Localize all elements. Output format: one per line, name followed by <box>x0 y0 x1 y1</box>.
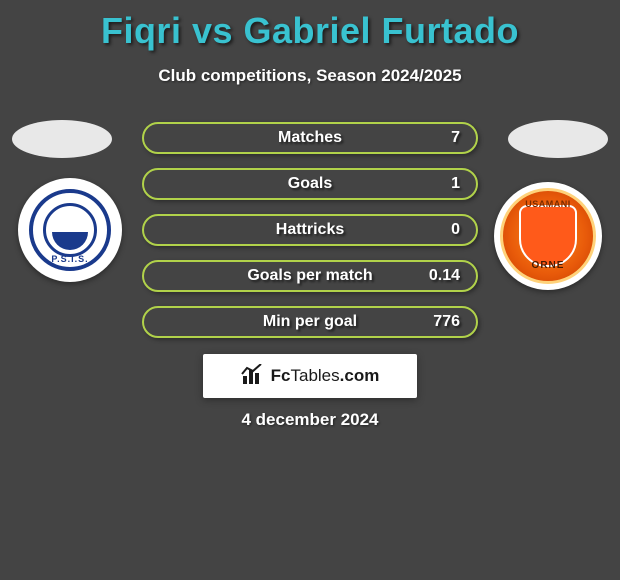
bar-chart-icon <box>241 364 265 389</box>
stat-value: 776 <box>433 313 460 331</box>
stat-label: Min per goal <box>263 313 357 331</box>
stat-value: 7 <box>451 129 460 147</box>
stat-label: Matches <box>278 129 342 147</box>
subtitle: Club competitions, Season 2024/2025 <box>0 66 620 86</box>
player-left-avatar <box>12 120 112 158</box>
stat-row-matches: Matches 7 <box>142 122 478 154</box>
page-title: Fiqri vs Gabriel Furtado <box>0 0 620 52</box>
brand-suffix: Tables <box>291 366 340 385</box>
player-right-avatar <box>508 120 608 158</box>
stat-label: Hattricks <box>276 221 344 239</box>
stats-list: Matches 7 Goals 1 Hattricks 0 Goals per … <box>142 122 478 338</box>
brand-box[interactable]: FcTables.com <box>203 354 417 398</box>
stat-value: 0.14 <box>429 267 460 285</box>
stat-label: Goals <box>288 175 332 193</box>
stat-label: Goals per match <box>247 267 372 285</box>
brand-tld: .com <box>340 366 380 385</box>
stat-row-goals-per-match: Goals per match 0.14 <box>142 260 478 292</box>
borneo-badge-top-text: USAMANI <box>525 199 571 209</box>
stat-row-min-per-goal: Min per goal 776 <box>142 306 478 338</box>
team-left-logo: P.S.I.S. <box>18 178 122 282</box>
footer-date: 4 december 2024 <box>0 410 620 430</box>
brand-text: FcTables.com <box>271 366 380 386</box>
stat-row-hattricks: Hattricks 0 <box>142 214 478 246</box>
team-right-logo: USAMANI ORNE <box>494 182 602 290</box>
stat-value: 1 <box>451 175 460 193</box>
brand-prefix: Fc <box>271 366 291 385</box>
stat-value: 0 <box>451 221 460 239</box>
psis-badge-text: P.S.I.S. <box>51 254 88 264</box>
stat-row-goals: Goals 1 <box>142 168 478 200</box>
psis-badge-icon: P.S.I.S. <box>29 189 111 271</box>
borneo-badge-icon: USAMANI ORNE <box>500 188 596 284</box>
borneo-badge-bottom-text: ORNE <box>532 260 565 271</box>
comparison-card: Fiqri vs Gabriel Furtado Club competitio… <box>0 0 620 580</box>
